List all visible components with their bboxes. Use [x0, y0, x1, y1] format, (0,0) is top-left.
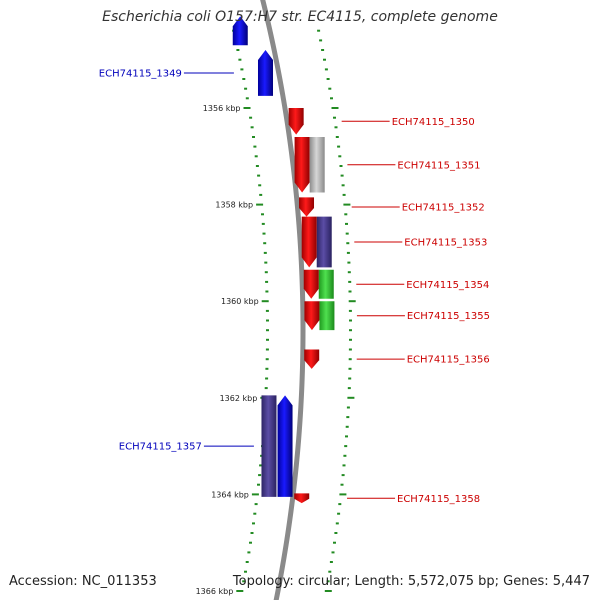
feature-block: [232, 16, 248, 46]
genome-backbone: [260, 0, 306, 600]
gene-label[interactable]: ECH74115_1349: [99, 69, 182, 80]
gene-arrow[interactable]: [303, 269, 319, 299]
gene-arrow[interactable]: [288, 108, 304, 135]
gene-label[interactable]: ECH74115_1354: [406, 280, 489, 291]
gene-label[interactable]: ECH74115_1352: [402, 203, 485, 214]
scale-label: 1360 kbp: [221, 297, 259, 306]
gene-arrow[interactable]: [301, 216, 317, 268]
gene-labels: ECH74115_1349 ECH74115_1350 ECH74115_1351 E…: [99, 69, 490, 505]
scale-labels: 1356 kbp 1358 kbp 1360 kbp 1362 kbp 1364 kbp…: [196, 104, 259, 596]
gene-label[interactable]: ECH74115_1351: [397, 160, 480, 171]
gene-label[interactable]: ECH74115_1358: [397, 494, 480, 505]
gene-label[interactable]: ECH74115_1350: [392, 117, 475, 128]
gene-arrow[interactable]: [304, 301, 320, 331]
feature-block: [316, 216, 332, 268]
scale-label: 1362 kbp: [220, 394, 258, 403]
gene-arrow[interactable]: [304, 349, 320, 369]
gene-label[interactable]: ECH74115_1353: [404, 238, 487, 249]
scale-ticks: [232, 29, 356, 592]
scale-label: 1364 kbp: [211, 490, 249, 499]
gene-label[interactable]: ECH74115_1355: [407, 311, 490, 322]
feature-block: [318, 269, 334, 299]
feature-block: [309, 136, 325, 193]
feature-ring: [232, 16, 335, 497]
gene-label[interactable]: ECH74115_1356: [407, 355, 490, 366]
gene-arrow[interactable]: [277, 395, 293, 497]
scale-label: 1366 kbp: [196, 587, 234, 596]
feature-block: [319, 301, 335, 331]
genome-summary-text: Topology: circular; Length: 5,572,075 bp…: [232, 574, 590, 589]
scale-label: 1356 kbp: [203, 104, 241, 113]
gene-arrow[interactable]: [299, 197, 315, 217]
gene-arrow[interactable]: [257, 50, 273, 96]
feature-block: [261, 395, 277, 497]
genome-title: Escherichia coli O157:H7 str. EC4115, co…: [102, 9, 498, 25]
accession-text: Accession: NC_011353: [9, 574, 157, 589]
scale-label: 1358 kbp: [215, 201, 253, 210]
gene-arrow[interactable]: [294, 136, 310, 193]
gene-arrow[interactable]: [294, 493, 310, 504]
gene-label[interactable]: ECH74115_1357: [119, 442, 202, 453]
gene-ring: [257, 50, 320, 504]
